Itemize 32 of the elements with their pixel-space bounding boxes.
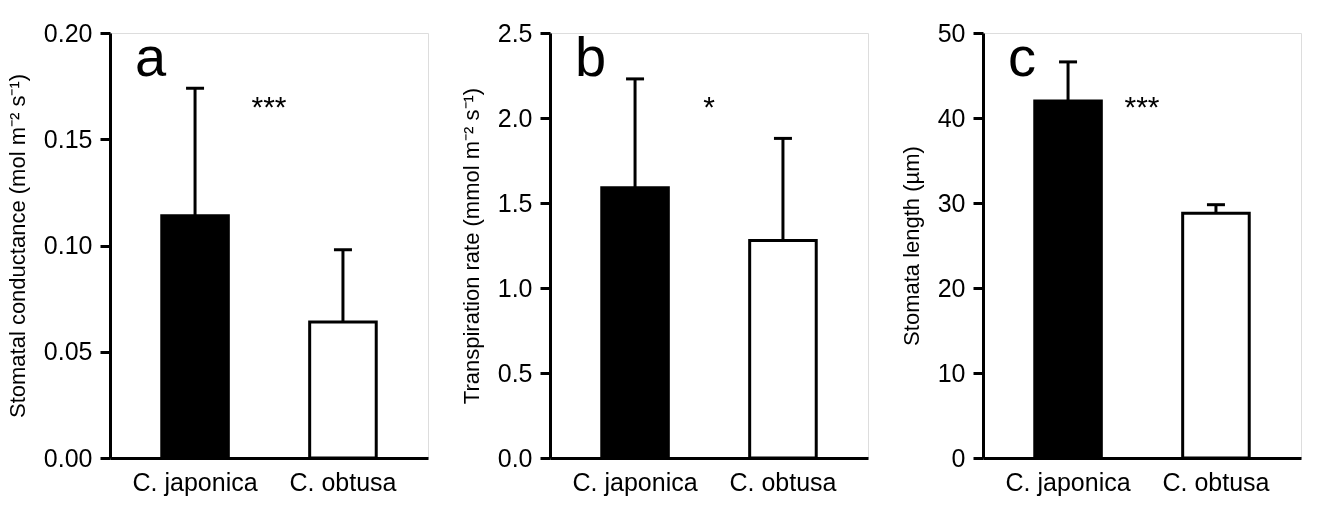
y-tick-label: 0.00 [43, 443, 93, 472]
y-axis-title: Transpiration rate (mmol m⁻² s⁻¹) [458, 87, 484, 405]
y-tick-label: 10 [937, 358, 966, 387]
y-tick-label: 2.0 [497, 103, 533, 132]
annotation: *** [1124, 90, 1160, 123]
annotation: *** [251, 90, 287, 123]
y-tick-label: 0.15 [43, 124, 93, 153]
y-tick-label: 0 [951, 443, 966, 472]
y-tick-label: 0.10 [43, 231, 93, 259]
y-axis-title: Stomata length (µm) [898, 146, 924, 346]
annotation: * [703, 90, 716, 123]
y-tick-label: 0.05 [43, 337, 93, 366]
y-tick-label: 0.20 [43, 18, 93, 47]
y-tick-label: 20 [937, 273, 966, 302]
y-tick-label: 1.5 [497, 188, 533, 217]
y-tick-label: 50 [937, 18, 966, 47]
annotation: c [1008, 25, 1036, 88]
y-tick-label: 40 [937, 103, 966, 132]
x-tick-label: C. obtusa [1162, 467, 1270, 496]
y-tick-label: 1.0 [497, 273, 533, 302]
x-tick-label: C. japonica [1005, 467, 1131, 496]
annotation: a [135, 25, 167, 88]
y-axis-title: Stomatal conductance (mol m⁻² s⁻¹) [4, 73, 30, 419]
x-tick-label: C. japonica [132, 467, 258, 496]
y-tick-label: 2.5 [497, 18, 533, 47]
y-tick-label: 30 [937, 188, 966, 217]
y-tick-label: 0.0 [497, 443, 533, 472]
x-tick-label: C. obtusa [729, 467, 837, 496]
x-tick-label: C. japonica [572, 467, 698, 496]
y-tick-label: 0.5 [497, 358, 533, 387]
x-tick-label: C. obtusa [289, 467, 397, 496]
annotation: b [575, 25, 607, 88]
